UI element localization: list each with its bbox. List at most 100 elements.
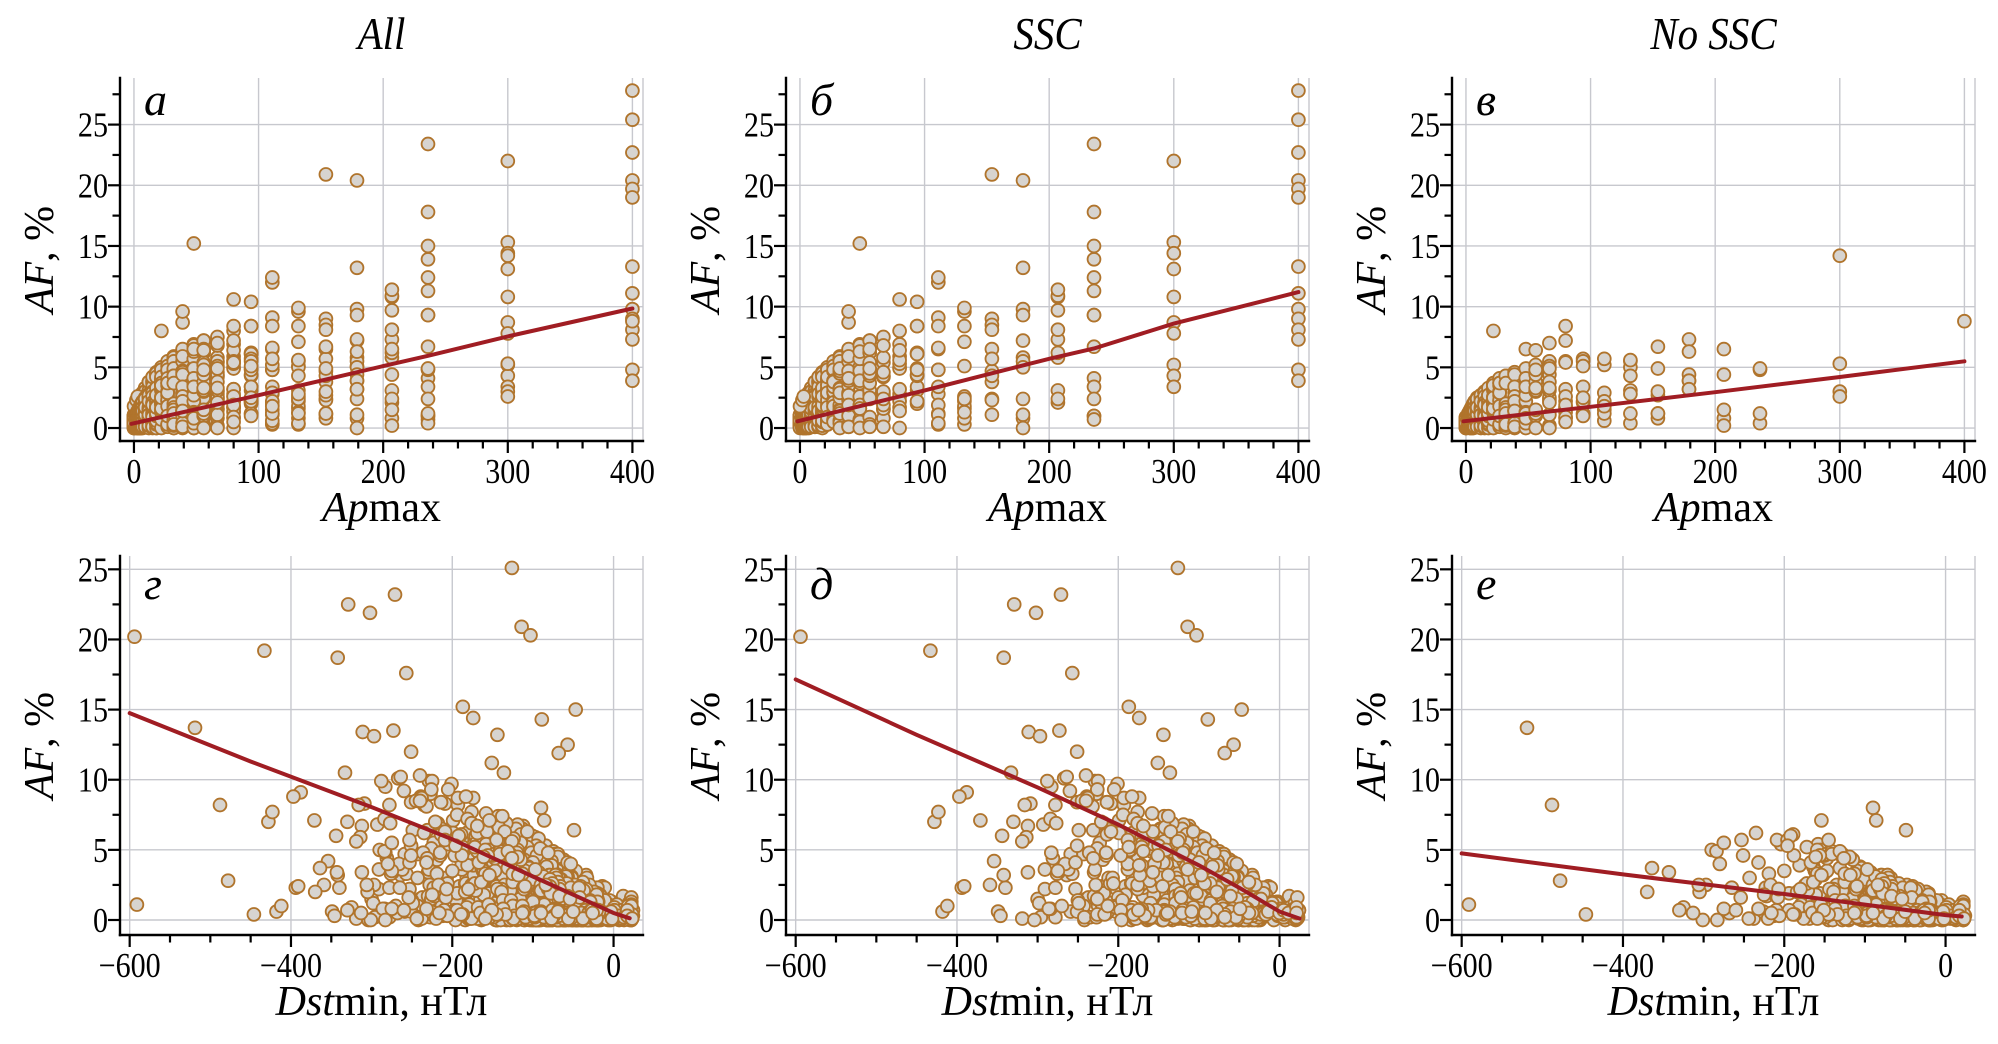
tick-label-y: 25 bbox=[78, 550, 108, 589]
data-point bbox=[386, 323, 399, 336]
data-point bbox=[538, 814, 551, 827]
tick-label-x: −600 bbox=[99, 946, 161, 985]
data-point bbox=[128, 630, 141, 643]
data-point bbox=[535, 907, 548, 920]
data-point bbox=[986, 352, 999, 365]
panel-letter-g: г bbox=[144, 558, 162, 609]
data-point bbox=[429, 815, 442, 828]
data-point bbox=[394, 771, 407, 784]
data-point bbox=[1958, 315, 1971, 328]
data-point bbox=[1088, 240, 1101, 253]
data-point bbox=[1072, 824, 1085, 837]
tick-label-x: 0 bbox=[792, 452, 807, 491]
data-point bbox=[351, 174, 364, 187]
data-point bbox=[258, 644, 271, 657]
data-point bbox=[328, 909, 341, 922]
tick-label-y: 20 bbox=[744, 166, 774, 205]
data-point bbox=[351, 345, 364, 358]
tick-label-x: 400 bbox=[1942, 452, 1987, 491]
data-point bbox=[501, 291, 514, 304]
data-point bbox=[1833, 357, 1846, 370]
y-axis-title-v: AF, % bbox=[1349, 206, 1395, 316]
data-point bbox=[863, 343, 876, 356]
data-point bbox=[1652, 362, 1665, 375]
data-point bbox=[227, 356, 240, 369]
data-point bbox=[426, 888, 439, 901]
data-point bbox=[1529, 382, 1542, 395]
tick-label-y: 5 bbox=[759, 348, 774, 387]
data-point bbox=[958, 406, 971, 419]
data-point bbox=[501, 357, 514, 370]
data-point bbox=[958, 335, 971, 348]
data-point bbox=[341, 815, 354, 828]
data-point bbox=[422, 138, 435, 151]
data-point bbox=[1016, 912, 1029, 925]
tick-label-y: 15 bbox=[78, 691, 108, 730]
data-point bbox=[1543, 362, 1556, 375]
data-point bbox=[542, 846, 555, 859]
data-point bbox=[626, 113, 639, 126]
data-point bbox=[1167, 247, 1180, 260]
tick-label-y: 15 bbox=[78, 227, 108, 266]
data-point bbox=[1064, 785, 1077, 798]
data-point bbox=[552, 747, 565, 760]
tick-label-y: 20 bbox=[78, 166, 108, 205]
data-point bbox=[227, 293, 240, 306]
x-axis-title-g: Dstmin, нТл bbox=[275, 979, 488, 1025]
data-point bbox=[379, 914, 392, 927]
data-point bbox=[1487, 325, 1500, 338]
data-point bbox=[586, 907, 599, 920]
tick-label-x: 300 bbox=[1151, 452, 1196, 491]
data-point bbox=[1017, 309, 1030, 322]
data-point bbox=[1559, 356, 1572, 369]
x-axis-title-v: Apmax bbox=[1651, 485, 1773, 531]
data-point bbox=[1598, 352, 1611, 365]
data-point bbox=[266, 352, 279, 365]
data-point bbox=[1543, 422, 1556, 435]
data-point bbox=[275, 900, 288, 913]
data-point bbox=[567, 905, 580, 918]
data-point bbox=[932, 363, 945, 376]
data-point bbox=[364, 606, 377, 619]
data-point bbox=[1529, 344, 1542, 357]
data-point bbox=[189, 721, 202, 734]
data-point bbox=[626, 146, 639, 159]
data-point bbox=[211, 337, 224, 350]
data-point bbox=[245, 360, 258, 373]
data-point bbox=[1167, 327, 1180, 340]
data-point bbox=[1078, 911, 1091, 924]
data-point bbox=[501, 263, 514, 276]
data-point bbox=[1100, 846, 1113, 859]
data-point bbox=[320, 168, 333, 181]
data-point bbox=[292, 880, 305, 893]
data-point bbox=[197, 344, 210, 357]
tick-label-y: 10 bbox=[78, 288, 108, 327]
data-point bbox=[911, 363, 924, 376]
data-point bbox=[342, 598, 355, 611]
data-point bbox=[877, 351, 890, 364]
data-point bbox=[1108, 783, 1121, 796]
data-point bbox=[1049, 799, 1062, 812]
data-point bbox=[320, 362, 333, 375]
data-point bbox=[383, 799, 396, 812]
data-point bbox=[1292, 146, 1305, 159]
data-point bbox=[535, 801, 548, 814]
data-point bbox=[405, 849, 418, 862]
data-point bbox=[292, 335, 305, 348]
data-point bbox=[422, 285, 435, 298]
data-point bbox=[1529, 363, 1542, 376]
data-point bbox=[1167, 380, 1180, 393]
panel-letter-a: а bbox=[144, 74, 167, 125]
data-point bbox=[1577, 360, 1590, 373]
data-point bbox=[1039, 863, 1052, 876]
data-point bbox=[308, 814, 321, 827]
label-segment: , % bbox=[683, 206, 729, 262]
data-point bbox=[387, 724, 400, 737]
data-point bbox=[485, 757, 498, 770]
data-point bbox=[1624, 407, 1637, 420]
data-point bbox=[1049, 881, 1062, 894]
data-point bbox=[375, 775, 388, 788]
